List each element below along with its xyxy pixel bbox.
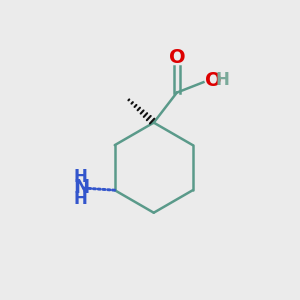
Text: O: O <box>169 48 185 67</box>
Text: H: H <box>73 168 87 186</box>
Text: O: O <box>205 71 221 90</box>
Text: N: N <box>74 178 90 197</box>
Text: H: H <box>215 71 229 89</box>
Text: H: H <box>73 190 87 208</box>
